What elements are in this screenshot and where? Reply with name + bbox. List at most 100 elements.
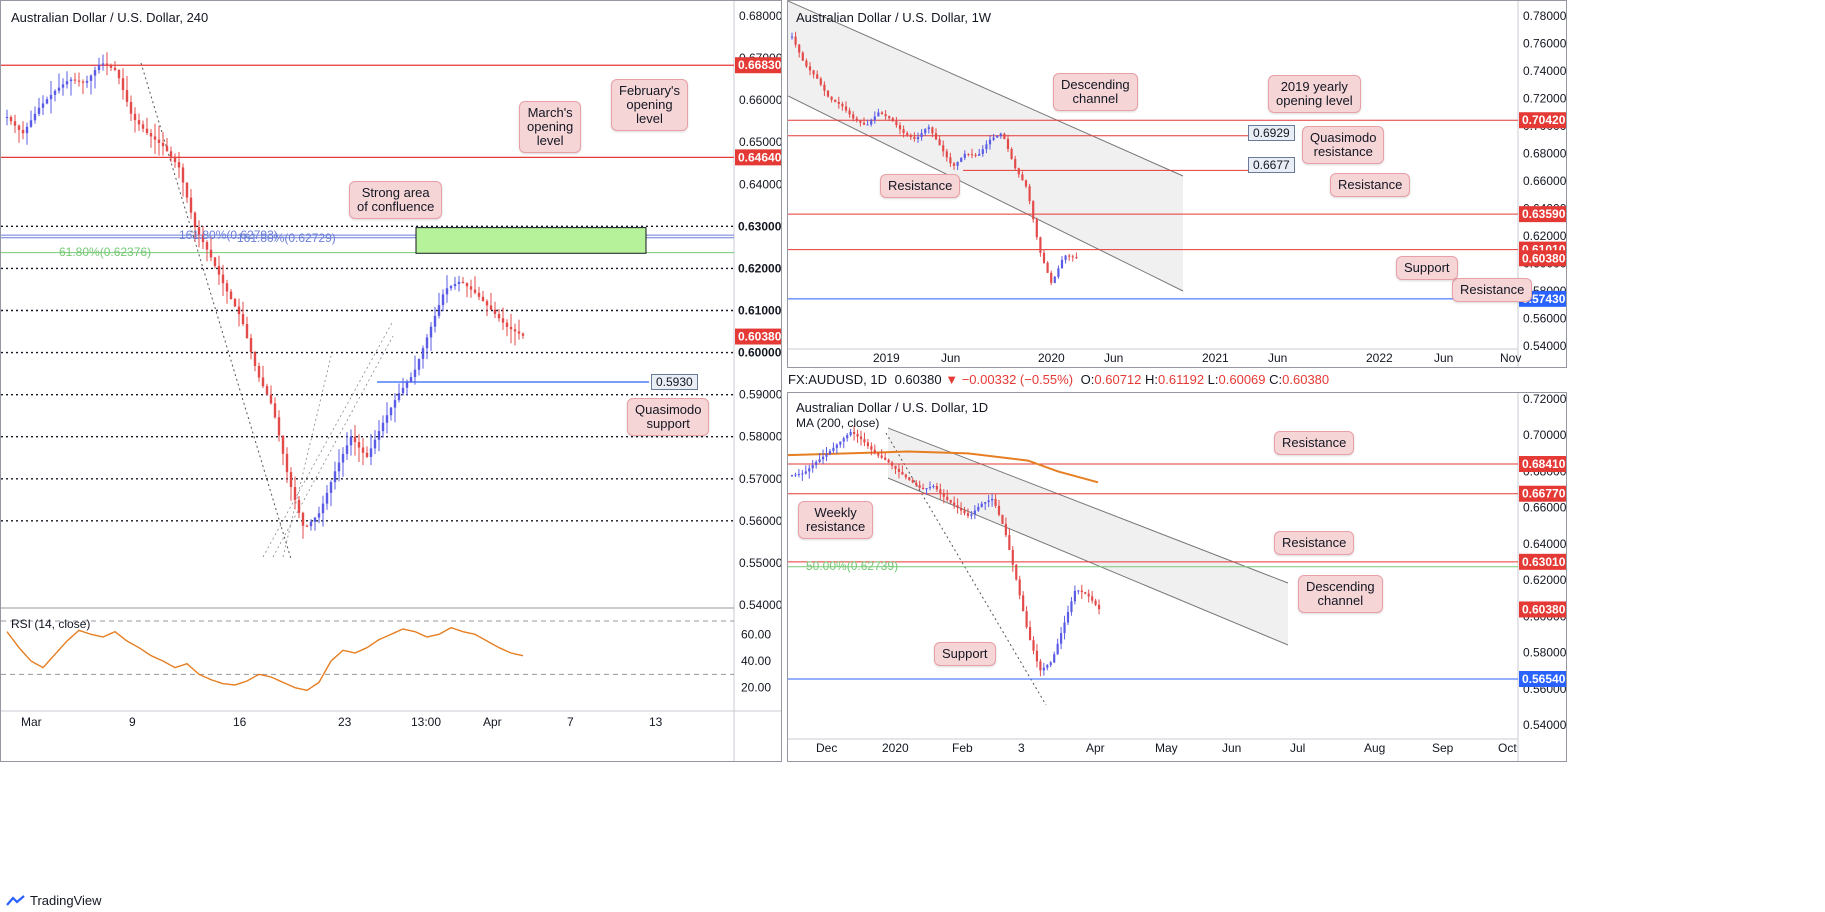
weekly-candle xyxy=(1035,219,1038,238)
weekly-candle xyxy=(888,116,891,119)
daily-price-tick: 0.58000 xyxy=(1523,646,1566,660)
daily-candle xyxy=(1035,650,1039,662)
daily-candle xyxy=(904,474,907,478)
h4-candle xyxy=(49,94,53,100)
daily-chart-panel[interactable]: 0.720000.700000.680000.660000.640000.620… xyxy=(787,392,1567,762)
daily-candle xyxy=(1053,654,1056,663)
note-daily-channel[interactable]: Descending channel xyxy=(1298,575,1383,613)
note-2019-yearly[interactable]: 2019 yearly opening level xyxy=(1268,75,1361,113)
weekly-price-tick: 0.68000 xyxy=(1523,147,1566,161)
h4-candle xyxy=(393,400,397,408)
daily-candle xyxy=(956,505,959,508)
open-value: 0.60712 xyxy=(1094,372,1142,387)
weekly-candle xyxy=(927,127,930,130)
daily-time-tick: 2020 xyxy=(882,741,909,755)
note-qm-resistance[interactable]: Quasimodo resistance xyxy=(1302,126,1385,164)
note-weekly-resistance-1[interactable]: Resistance xyxy=(880,174,961,198)
daily-candle xyxy=(870,446,873,450)
weekly-candle xyxy=(916,137,920,140)
note-weekly-resistance-2[interactable]: Resistance xyxy=(1330,173,1411,197)
fib-label-c: 61.80%(0.62376) xyxy=(59,245,152,259)
weekly-candle xyxy=(988,139,992,145)
daily-candle xyxy=(894,465,897,469)
h4-time-tick: 7 xyxy=(567,715,574,729)
h4-candle xyxy=(437,305,441,316)
h4-chart-panel[interactable]: 0.680000.670000.660000.650000.640000.630… xyxy=(0,0,782,762)
weekly-price-tick: 0.54000 xyxy=(1523,339,1566,353)
h4-candle xyxy=(389,407,393,416)
h4-candle xyxy=(9,116,13,122)
note-daily-support[interactable]: Support xyxy=(934,642,996,666)
daily-candle xyxy=(994,498,997,506)
note-mar-opening[interactable]: March's opening level xyxy=(519,101,582,153)
weekly-time-tick: Jun xyxy=(1434,351,1453,365)
tradingview-brand[interactable]: TradingView xyxy=(6,893,102,908)
h4-candle xyxy=(73,79,77,81)
h4-candle xyxy=(469,286,473,290)
close-value: 0.60380 xyxy=(1282,372,1330,387)
note-weekly-channel[interactable]: Descending channel xyxy=(1053,73,1138,111)
note-qm-support[interactable]: Quasimodo support xyxy=(627,398,710,436)
h4-price-tick: 0.56000 xyxy=(739,514,781,528)
h4-candle xyxy=(369,448,373,457)
note-daily-resistance-2[interactable]: Resistance xyxy=(1274,531,1355,555)
h4-candle xyxy=(225,283,229,292)
daily-candle xyxy=(991,498,994,501)
h4-candle xyxy=(317,513,321,518)
h4-candle xyxy=(181,167,185,183)
weekly-candle xyxy=(1053,276,1056,283)
h4-candle xyxy=(493,309,497,315)
h4-candle xyxy=(329,482,333,493)
note-confluence[interactable]: Strong area of confluence xyxy=(349,181,443,219)
daily-candle xyxy=(984,502,987,504)
low-value: 0.60069 xyxy=(1218,372,1266,387)
h4-candle xyxy=(37,107,41,114)
daily-candle xyxy=(1015,564,1018,580)
weekly-candle xyxy=(1042,252,1046,263)
weekly-candle xyxy=(1010,148,1013,159)
h4-candle xyxy=(85,80,89,83)
h4-candle xyxy=(189,197,193,213)
note-weekly-resistance[interactable]: Weekly resistance xyxy=(798,501,874,539)
brand-label: TradingView xyxy=(30,893,102,908)
daily-candle xyxy=(846,435,849,439)
h4-candle xyxy=(429,326,433,338)
weekly-candle xyxy=(1060,260,1064,269)
h4-candle xyxy=(209,249,213,258)
daily-candle xyxy=(815,461,818,466)
daily-candle xyxy=(1022,595,1025,612)
weekly-candle xyxy=(1046,262,1049,273)
daily-chart-canvas[interactable]: 0.720000.700000.680000.660000.640000.620… xyxy=(788,393,1566,761)
h4-chart-canvas[interactable]: 0.680000.670000.660000.650000.640000.630… xyxy=(1,1,781,761)
weekly-chart-panel[interactable]: 0.780000.760000.740000.720000.700000.680… xyxy=(787,0,1567,368)
weekly-time-tick: 2019 xyxy=(873,351,900,365)
weekly-channel-upper xyxy=(788,1,1184,177)
note-weekly-support[interactable]: Support xyxy=(1396,256,1458,280)
h4-candle xyxy=(117,69,121,79)
h4-candle xyxy=(293,487,297,500)
note-feb-opening[interactable]: February's opening level xyxy=(611,79,689,131)
h4-candle xyxy=(521,333,525,336)
note-daily-resistance-1[interactable]: Resistance xyxy=(1274,431,1355,455)
h4-candle xyxy=(505,322,509,327)
weekly-candle xyxy=(870,120,873,125)
weekly-candle xyxy=(1024,180,1028,187)
h4-candle xyxy=(57,87,61,91)
h4-candle xyxy=(45,99,49,104)
h4-candle xyxy=(173,156,177,163)
daily-candle xyxy=(922,487,925,490)
weekly-candle xyxy=(1057,268,1060,277)
weekly-chart-canvas[interactable]: 0.780000.760000.740000.720000.700000.680… xyxy=(788,1,1566,367)
daily-candle xyxy=(1070,601,1073,612)
note-weekly-resistance-3[interactable]: Resistance xyxy=(1452,278,1533,302)
weekly-channel-lower xyxy=(788,95,1184,292)
weekly-candle xyxy=(1017,168,1020,175)
daily-candle xyxy=(1004,523,1007,536)
h4-candle xyxy=(249,337,253,352)
daily-candle xyxy=(853,431,856,434)
daily-candle xyxy=(842,438,845,442)
weekly-candle xyxy=(823,84,826,91)
daily-candle xyxy=(832,447,835,452)
weekly-time-tick: 2020 xyxy=(1038,351,1065,365)
h4-price-tick: 0.57000 xyxy=(739,472,781,486)
